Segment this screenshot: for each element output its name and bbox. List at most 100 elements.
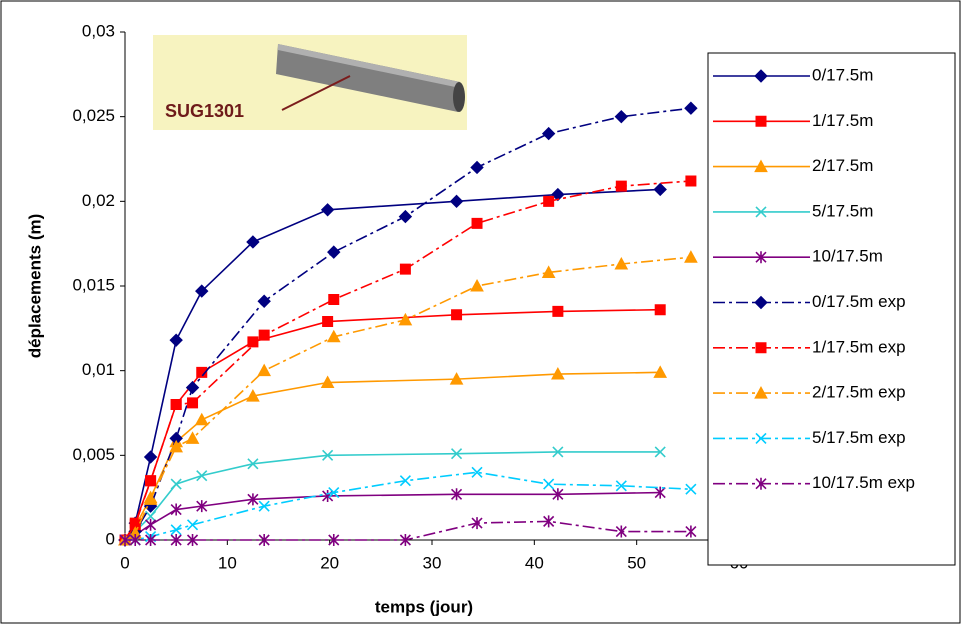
marker [755, 251, 767, 264]
x-tick-label: 30 [423, 553, 442, 572]
marker [196, 500, 208, 513]
marker [322, 449, 334, 461]
marker [196, 366, 208, 378]
marker [615, 525, 627, 538]
series-line [124, 371, 661, 541]
marker [755, 477, 767, 490]
marker [552, 488, 564, 501]
marker [143, 450, 158, 464]
marker [754, 386, 768, 399]
marker [685, 525, 697, 538]
marker [169, 333, 183, 347]
marker [471, 217, 483, 229]
legend [707, 52, 956, 566]
x-axis-title: temps (jour) [375, 597, 473, 616]
marker [328, 294, 340, 306]
marker [451, 309, 463, 321]
pipe-highlight [278, 44, 460, 88]
marker [328, 487, 340, 499]
legend-label: 5/17.5m exp [812, 428, 906, 447]
inset-label: SUG1301 [165, 101, 244, 121]
marker [258, 329, 270, 341]
marker [450, 448, 463, 460]
legend-label: 1/17.5m [812, 111, 873, 130]
marker [552, 446, 564, 458]
legend-label: 2/17.5m exp [812, 383, 906, 402]
marker [684, 250, 698, 263]
legend-label: 5/17.5m [812, 201, 873, 220]
marker [685, 483, 697, 495]
legend-label: 0/17.5m exp [812, 292, 906, 311]
marker [654, 304, 666, 316]
marker [320, 375, 335, 389]
marker [614, 109, 629, 124]
x-tick-label: 10 [218, 553, 237, 572]
y-tick-label: 0 [106, 529, 115, 548]
marker [755, 115, 767, 127]
series-line [124, 256, 691, 541]
marker [541, 126, 556, 141]
marker [185, 431, 200, 444]
y-tick-label: 0,02 [82, 191, 115, 210]
marker [320, 203, 335, 217]
marker [450, 488, 463, 501]
marker [471, 517, 483, 530]
y-tick-label: 0,015 [72, 275, 115, 294]
series-line [124, 451, 661, 541]
marker [654, 486, 666, 499]
marker [119, 534, 131, 546]
pipe-end [453, 82, 465, 112]
marker [449, 194, 464, 209]
marker [187, 397, 199, 409]
marker [471, 466, 483, 478]
marker [754, 295, 768, 310]
marker [754, 159, 768, 173]
marker [614, 256, 629, 270]
legend-label: 10/17.5m [812, 247, 883, 266]
marker [145, 518, 157, 531]
marker [552, 305, 564, 317]
marker [186, 519, 199, 531]
marker [541, 265, 556, 278]
marker [551, 367, 565, 380]
marker [247, 336, 259, 348]
marker [754, 69, 768, 83]
marker [615, 480, 627, 492]
marker [615, 180, 627, 192]
marker [327, 245, 341, 259]
y-tick-label: 0,01 [82, 360, 115, 379]
marker [186, 534, 199, 546]
marker [246, 389, 260, 402]
legend-label: 10/17.5m exp [812, 473, 915, 492]
series-line [124, 180, 691, 541]
marker [169, 439, 184, 453]
x-tick-label: 20 [320, 553, 339, 572]
marker [170, 399, 182, 411]
marker [247, 458, 259, 470]
marker [328, 534, 340, 546]
marker [399, 534, 411, 546]
marker [654, 446, 666, 458]
marker [129, 534, 141, 546]
legend-label: 1/17.5m exp [812, 337, 906, 356]
y-tick-label: 0,025 [72, 106, 115, 125]
marker [551, 187, 565, 202]
y-tick-label: 0,005 [72, 445, 115, 464]
marker [257, 294, 271, 308]
marker [684, 101, 698, 115]
x-tick-label: 0 [120, 553, 129, 572]
marker [543, 515, 555, 528]
x-tick-label: 40 [525, 553, 544, 572]
legend-label: 0/17.5m [812, 65, 873, 84]
pointer [281, 75, 351, 111]
y-axis-title: déplacements (m) [25, 214, 44, 359]
marker [143, 492, 158, 505]
series-line [124, 491, 661, 541]
marker [170, 478, 182, 490]
marker [653, 365, 668, 378]
marker [470, 160, 484, 175]
marker [196, 470, 208, 482]
marker [398, 312, 413, 326]
marker [755, 342, 767, 354]
